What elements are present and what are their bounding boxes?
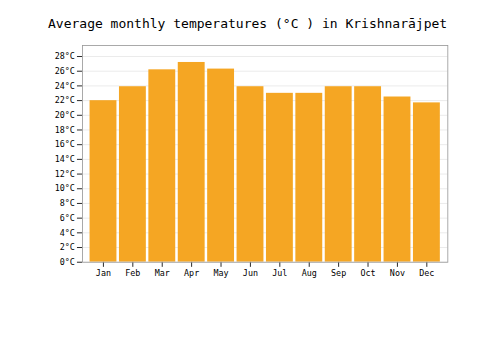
html-text:Average monthly temperatures (: Average monthly temperatures (°C ) in Kr… xyxy=(48,16,448,31)
svg-text:May: May xyxy=(213,268,228,278)
svg-text:Jan: Jan xyxy=(96,268,111,278)
svg-text:12°C: 12°C xyxy=(55,169,75,179)
svg-text:24°C: 24°C xyxy=(55,81,75,91)
svg-text:22°C: 22°C xyxy=(55,95,75,105)
svg-text:10°C: 10°C xyxy=(55,183,75,193)
svg-text:Apr: Apr xyxy=(184,268,199,278)
svg-text:Oct: Oct xyxy=(360,268,375,278)
svg-text:26°C: 26°C xyxy=(55,66,75,76)
svg-text:0°C: 0°C xyxy=(60,257,75,267)
svg-text:Sep: Sep xyxy=(331,268,346,278)
svg-text:4°C: 4°C xyxy=(60,228,75,238)
svg-text:Jul: Jul xyxy=(272,268,287,278)
svg-text:8°C: 8°C xyxy=(60,198,75,208)
svg-text:14°C: 14°C xyxy=(55,154,75,164)
svg-text:16°C: 16°C xyxy=(55,139,75,149)
svg-text:Mar: Mar xyxy=(155,268,170,278)
svg-text:Feb: Feb xyxy=(125,268,140,278)
svg-text:20°C: 20°C xyxy=(55,110,75,120)
svg-text:6°C: 6°C xyxy=(60,213,75,223)
svg-text:28°C: 28°C xyxy=(55,51,75,61)
svg-text:18°C: 18°C xyxy=(55,125,75,135)
svg-text:Nov: Nov xyxy=(390,268,405,278)
svg-text:2°C: 2°C xyxy=(60,242,75,252)
svg-text:Aug: Aug xyxy=(302,268,317,278)
svg-text:Jun: Jun xyxy=(243,268,258,278)
svg-text:Dec: Dec xyxy=(419,268,434,278)
